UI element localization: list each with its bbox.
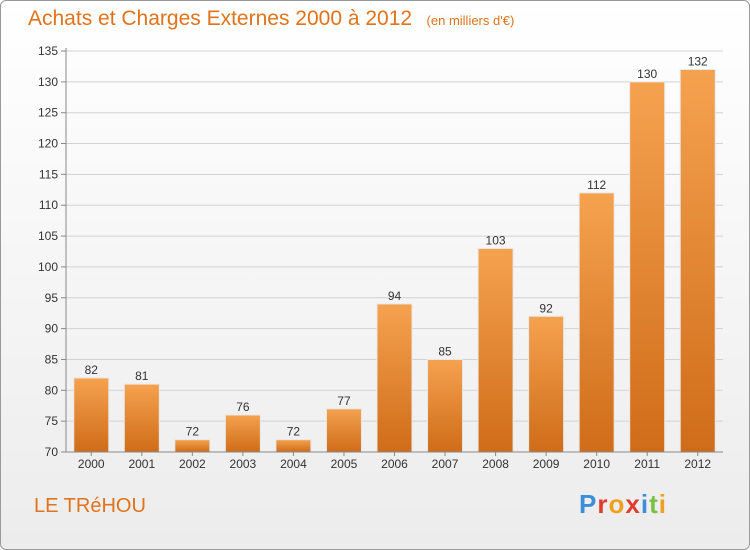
x-tick-label: 2005 — [331, 457, 358, 471]
logo-letter: o — [608, 489, 626, 519]
data-label: 77 — [337, 394, 351, 408]
x-tick-label: 2000 — [78, 457, 105, 471]
bar-2003 — [224, 414, 261, 453]
data-label: 81 — [135, 369, 149, 383]
y-tick-label: 85 — [45, 352, 59, 366]
x-tick-label: 2004 — [280, 457, 307, 471]
x-tick-label: 2011 — [634, 457, 660, 471]
axis-layer: 70 75 80 85 90 95 100 105 110 115 120 125 130 135 2000… — [38, 44, 723, 471]
data-label: 72 — [186, 425, 200, 439]
data-label: 82 — [85, 363, 99, 377]
label-layer: 82 81 72 76 72 77 94 85 103 92 112 130 132 — [85, 55, 708, 439]
x-tick-label: 2001 — [128, 457, 155, 471]
data-label: 76 — [236, 400, 250, 414]
data-label: 132 — [688, 55, 708, 69]
data-label: 72 — [287, 425, 301, 439]
data-label: 85 — [438, 344, 452, 358]
bar-2010 — [578, 192, 615, 453]
y-tick-label: 110 — [39, 198, 58, 212]
x-tick-label: 2008 — [482, 457, 509, 471]
y-tick-label: 135 — [38, 44, 58, 58]
x-tick-label: 2009 — [533, 457, 560, 471]
logo-letter: x — [625, 489, 641, 519]
bar-2002 — [174, 439, 211, 453]
bar-layer — [73, 69, 716, 453]
x-tick-label: 2003 — [230, 457, 257, 471]
data-label: 130 — [637, 67, 657, 81]
data-label: 92 — [539, 301, 553, 315]
data-label: 112 — [587, 178, 606, 192]
data-label: 103 — [486, 233, 506, 247]
bar-2000 — [73, 377, 110, 453]
bar-2008 — [477, 247, 514, 453]
title-row: Achats et Charges Externes 2000 à 2012 (… — [28, 7, 514, 31]
bar-2007 — [427, 358, 464, 453]
x-tick-label: 2006 — [381, 457, 408, 471]
bar-2005 — [325, 408, 362, 453]
bar-2001 — [123, 383, 160, 453]
x-tick-label: 2010 — [583, 457, 610, 471]
logo-letter: P — [579, 489, 598, 519]
chart-title: Achats et Charges Externes 2000 à 2012 — [28, 7, 413, 30]
bar-2012 — [679, 69, 716, 453]
proxiti-logo: Proxiti — [579, 489, 667, 520]
y-tick-label: 95 — [45, 291, 59, 305]
x-tick-label: 2002 — [179, 457, 206, 471]
y-tick-label: 75 — [45, 414, 59, 428]
x-tick-label: 2012 — [684, 457, 711, 471]
logo-letter: t — [649, 489, 659, 519]
y-tick-label: 80 — [45, 383, 59, 397]
y-tick-label: 70 — [45, 445, 59, 459]
bar-2009 — [528, 315, 565, 453]
bar-2006 — [376, 303, 413, 453]
y-tick-label: 90 — [45, 322, 59, 336]
logo-letter: i — [658, 489, 667, 519]
y-tick-label: 120 — [38, 137, 58, 151]
commune-name: LE TRéHOU — [34, 495, 146, 517]
y-tick-label: 130 — [38, 75, 58, 89]
data-label: 94 — [388, 289, 402, 303]
bar-2011 — [629, 81, 666, 453]
y-tick-label: 105 — [38, 229, 58, 243]
y-tick-label: 125 — [38, 106, 58, 120]
x-tick-label: 2007 — [432, 457, 459, 471]
y-tick-label: 115 — [39, 167, 58, 181]
y-tick-label: 100 — [38, 260, 58, 274]
chart-unit: (en milliers d'€) — [426, 13, 515, 28]
logo-letter: r — [597, 489, 609, 519]
bar-2004 — [275, 439, 312, 453]
logo-letter: i — [640, 489, 650, 519]
